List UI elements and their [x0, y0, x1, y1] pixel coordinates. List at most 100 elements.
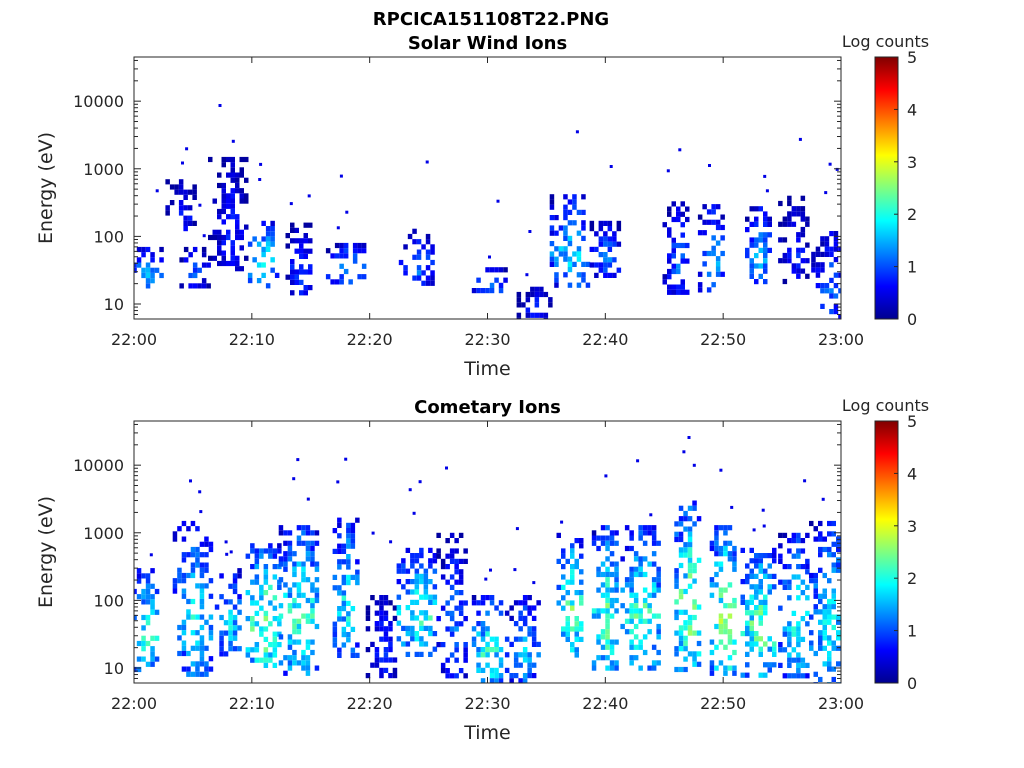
heatmap-cell	[687, 614, 693, 621]
heatmap-cell	[189, 479, 192, 483]
heatmap-cell	[818, 536, 823, 542]
heatmap-cell	[410, 579, 415, 585]
heatmap-cell	[620, 623, 625, 630]
heatmap-cell	[831, 531, 836, 537]
heatmap-cell	[412, 511, 416, 515]
heatmap-cell	[805, 610, 810, 616]
heatmap-burst	[809, 497, 841, 683]
heatmap-cell	[767, 589, 772, 595]
heatmap-cell	[416, 265, 422, 271]
heatmap-cell	[565, 631, 570, 637]
heatmap-cell	[745, 579, 750, 585]
heatmap-cell	[827, 656, 832, 662]
heatmap-cell	[290, 290, 295, 296]
colorbar-gradient	[874, 56, 899, 320]
heatmap-cell	[199, 671, 205, 677]
heatmap-cell	[345, 210, 349, 214]
heatmap-cell	[346, 538, 351, 544]
heatmap-cell	[674, 609, 679, 615]
heatmap-cell	[436, 642, 441, 648]
heatmap-cell	[603, 262, 608, 268]
heatmap-cell	[605, 634, 610, 640]
heatmap-cell	[715, 224, 721, 231]
heatmap-cell	[554, 246, 559, 252]
heatmap-cell	[250, 564, 255, 570]
heatmap-cell	[346, 559, 351, 565]
heatmap-cell	[303, 248, 308, 254]
heatmap-cell	[642, 525, 648, 531]
heatmap-cell	[718, 587, 724, 593]
heatmap-cell	[268, 600, 273, 606]
heatmap-cell	[494, 267, 499, 273]
heatmap-cell	[352, 258, 358, 264]
heatmap-cell	[687, 630, 693, 636]
heatmap-cell	[539, 312, 544, 318]
heatmap-cell	[301, 561, 306, 567]
heatmap-cell	[614, 530, 619, 536]
heatmap-cell	[374, 600, 380, 606]
heatmap-cell	[536, 600, 541, 606]
heatmap-cell	[758, 563, 763, 569]
heatmap-cell	[754, 553, 759, 559]
heatmap-cell	[476, 610, 481, 616]
heatmap-cell	[605, 540, 610, 546]
heatmap-cell	[563, 209, 568, 215]
heatmap-cell	[357, 242, 362, 249]
heatmap-cell	[270, 257, 275, 263]
heatmap-cell	[818, 552, 823, 558]
heatmap-cell	[561, 553, 566, 559]
heatmap-cell	[268, 621, 273, 627]
heatmap-cell	[178, 189, 184, 195]
heatmap-cell	[287, 603, 293, 609]
heatmap-cell	[827, 546, 832, 553]
heatmap-cell	[337, 522, 342, 528]
heatmap-cell	[549, 204, 555, 210]
heatmap-cell	[531, 626, 537, 632]
heatmap-cell	[607, 236, 613, 242]
heatmap-cell	[219, 594, 224, 600]
heatmap-cell	[343, 242, 349, 249]
heatmap-cell	[692, 568, 697, 574]
panel-title: Cometary Ions	[414, 397, 561, 418]
heatmap-cell	[239, 266, 244, 272]
heatmap-cell	[674, 568, 679, 574]
heatmap-cell	[649, 513, 653, 517]
heatmap-cell	[570, 642, 575, 648]
heatmap-cell	[674, 646, 679, 652]
heatmap-cell	[723, 540, 728, 546]
heatmap-cell	[674, 536, 679, 543]
heatmap-cell	[290, 222, 295, 228]
heatmap-cell	[277, 584, 282, 590]
heatmap-cell	[287, 660, 293, 666]
heatmap-cell	[261, 246, 266, 252]
heatmap-cells	[134, 104, 841, 319]
heatmap-cell	[418, 480, 422, 484]
heatmap-cell	[388, 657, 393, 663]
heatmap-cell	[498, 267, 504, 273]
heatmap-cell	[219, 614, 224, 621]
heatmap-cell	[325, 248, 331, 254]
heatmap-cell	[530, 286, 535, 292]
heatmap-cell	[365, 605, 371, 611]
heatmap-cell	[758, 605, 763, 611]
heatmap-cell	[767, 646, 772, 652]
heatmap-cell	[449, 652, 455, 658]
heatmap-cell	[181, 552, 187, 558]
heatmap-cell	[332, 642, 338, 648]
heatmap-cell	[287, 540, 293, 546]
heatmap-cell	[290, 279, 295, 285]
heatmap-cell	[609, 644, 615, 650]
heatmap-cell	[212, 229, 217, 235]
heatmap-cell	[208, 156, 213, 163]
heatmap-cell	[498, 610, 504, 616]
heatmap-cell	[813, 583, 818, 589]
heatmap-cell	[633, 623, 639, 630]
heatmap-cell	[574, 626, 579, 632]
heatmap-cell	[579, 538, 584, 544]
heatmap-cell	[809, 572, 814, 579]
heatmap-cell	[350, 522, 356, 528]
heatmap-cell	[579, 590, 584, 596]
heatmap-cell	[458, 532, 464, 538]
heatmap-cell	[796, 662, 801, 668]
heatmap-cell	[503, 277, 508, 283]
